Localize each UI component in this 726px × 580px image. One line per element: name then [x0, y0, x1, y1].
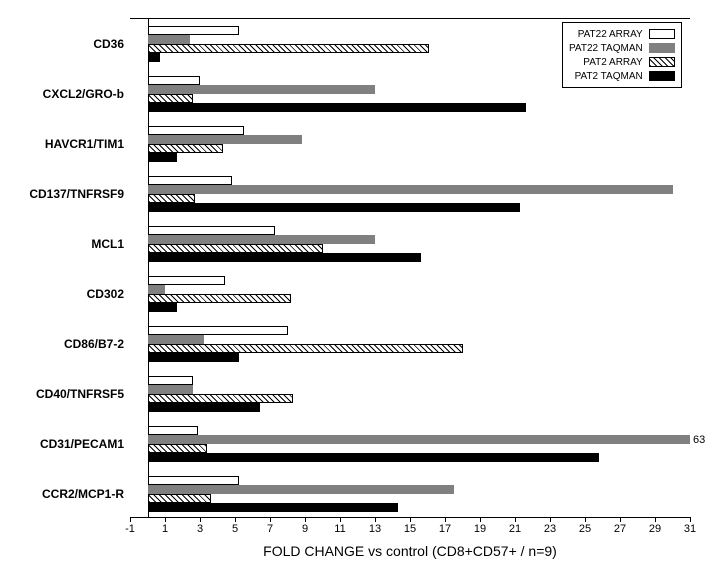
- bar-pat2_taqman: [148, 503, 398, 512]
- bar-pat22_array: [148, 376, 194, 385]
- bar-pat2_array: [148, 244, 323, 253]
- bar-group: MCL1: [130, 219, 690, 269]
- bar-group: CD137/TNFRSF9: [130, 169, 690, 219]
- bar-pat22_array: [148, 326, 288, 335]
- bar-pat22_taqman: [148, 285, 166, 294]
- x-tick-label: -1: [125, 523, 135, 535]
- bar-pat2_taqman: [148, 453, 600, 462]
- legend-label: PAT22 ARRAY: [578, 29, 643, 40]
- bar-pat22_array: [148, 476, 239, 485]
- x-tick-label: 3: [197, 523, 203, 535]
- category-label: CCR2/MCP1-R: [42, 487, 130, 501]
- x-tick-label: 19: [474, 523, 486, 535]
- bar-pat22_taqman: [148, 435, 691, 444]
- x-tick-label: 7: [267, 523, 273, 535]
- x-tick-label: 17: [439, 523, 451, 535]
- bar-pat2_array: [148, 194, 195, 203]
- bar-pat2_array: [148, 144, 223, 153]
- bar-pat2_taqman: [148, 203, 521, 212]
- legend-label: PAT2 ARRAY: [583, 57, 642, 68]
- bar-group: CD31/PECAM163: [130, 419, 690, 469]
- x-tick-label: 1: [162, 523, 168, 535]
- category-label: CXCL2/GRO-b: [43, 87, 130, 101]
- legend: PAT22 ARRAY PAT22 TAQMAN PAT2 ARRAY PAT2 TA…: [562, 22, 682, 88]
- category-label: HAVCR1/TIM1: [45, 137, 130, 151]
- bar-group: CD302: [130, 269, 690, 319]
- category-label: MCL1: [91, 237, 130, 251]
- bar-pat22_taqman: [148, 335, 204, 344]
- bar-pat22_array: [148, 226, 276, 235]
- bar-pat2_array: [148, 94, 194, 103]
- category-label: CD40/TNFRSF5: [36, 387, 130, 401]
- bar-pat2_array: [148, 494, 211, 503]
- bar-pat2_taqman: [148, 253, 421, 262]
- chart-container: FOLD CHANGE vs control (CD8+CD57+ / n=9)…: [0, 0, 726, 580]
- bar-pat2_taqman: [148, 103, 526, 112]
- legend-swatch: [649, 29, 675, 39]
- legend-item: PAT2 TAQMAN: [569, 69, 675, 83]
- bar-pat22_array: [148, 276, 225, 285]
- bar-pat22_array: [148, 26, 239, 35]
- bar-pat2_taqman: [148, 353, 239, 362]
- bar-pat2_array: [148, 44, 430, 53]
- x-tick-label: 23: [544, 523, 556, 535]
- plot-area: FOLD CHANGE vs control (CD8+CD57+ / n=9)…: [130, 18, 690, 518]
- bar-pat22_array: [148, 426, 199, 435]
- x-tick-label: 31: [684, 523, 696, 535]
- legend-item: PAT22 ARRAY: [569, 27, 675, 41]
- bar-pat22_taqman: [148, 185, 673, 194]
- bar-pat2_taqman: [148, 153, 178, 162]
- bar-pat2_array: [148, 394, 293, 403]
- bar-pat22_taqman: [148, 385, 194, 394]
- legend-swatch: [649, 43, 675, 53]
- bar-pat2_array: [148, 294, 292, 303]
- bar-pat2_array: [148, 344, 463, 353]
- bar-pat2_taqman: [148, 53, 160, 62]
- x-tick: [690, 517, 691, 522]
- x-tick-label: 13: [369, 523, 381, 535]
- bar-pat22_array: [148, 176, 232, 185]
- overflow-annotation: 63: [693, 434, 705, 446]
- category-label: CD137/TNFRSF9: [29, 187, 130, 201]
- category-label: CD302: [87, 287, 130, 301]
- x-tick-label: 27: [614, 523, 626, 535]
- bar-pat22_taqman: [148, 235, 376, 244]
- legend-item: PAT2 ARRAY: [569, 55, 675, 69]
- bar-pat2_taqman: [148, 403, 260, 412]
- bar-pat22_array: [148, 126, 244, 135]
- x-tick-label: 25: [579, 523, 591, 535]
- bar-group: CD86/B7-2: [130, 319, 690, 369]
- category-label: CD36: [93, 37, 130, 51]
- category-label: CD31/PECAM1: [40, 437, 130, 451]
- bar-group: CCR2/MCP1-R: [130, 469, 690, 519]
- legend-swatch: [649, 57, 675, 67]
- x-tick-label: 15: [404, 523, 416, 535]
- x-tick-label: 29: [649, 523, 661, 535]
- bar-pat2_taqman: [148, 303, 178, 312]
- bar-pat22_taqman: [148, 85, 376, 94]
- legend-label: PAT2 TAQMAN: [575, 71, 643, 82]
- x-tick-label: 9: [302, 523, 308, 535]
- bar-pat22_taqman: [148, 485, 454, 494]
- legend-item: PAT22 TAQMAN: [569, 41, 675, 55]
- bar-group: CD40/TNFRSF5: [130, 369, 690, 419]
- bar-pat22_taqman: [148, 35, 190, 44]
- bar-pat2_array: [148, 444, 208, 453]
- x-tick-label: 21: [509, 523, 521, 535]
- x-axis-title: FOLD CHANGE vs control (CD8+CD57+ / n=9): [263, 543, 557, 559]
- bar-group: HAVCR1/TIM1: [130, 119, 690, 169]
- category-label: CD86/B7-2: [64, 337, 130, 351]
- bar-pat22_array: [148, 76, 201, 85]
- legend-swatch: [649, 71, 675, 81]
- bar-pat22_taqman: [148, 135, 302, 144]
- x-tick-label: 5: [232, 523, 238, 535]
- x-tick-label: 11: [334, 523, 345, 535]
- legend-label: PAT22 TAQMAN: [569, 43, 643, 54]
